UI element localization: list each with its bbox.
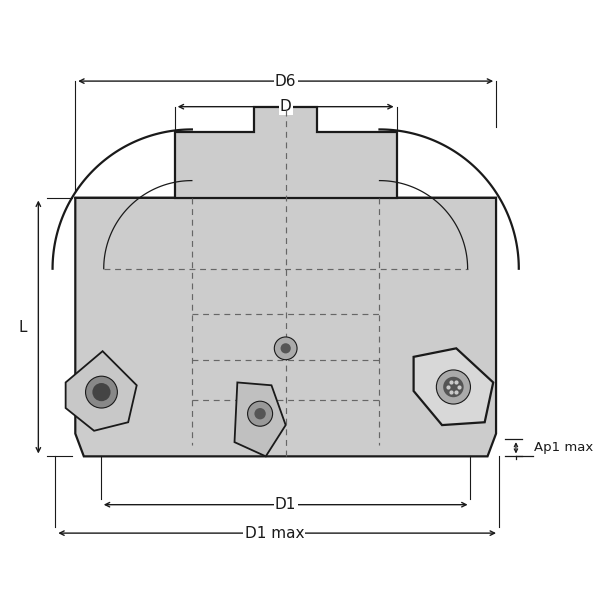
Circle shape [436,370,470,404]
Circle shape [274,337,297,360]
Circle shape [86,376,118,408]
Polygon shape [235,382,286,457]
Polygon shape [76,197,496,457]
Text: D6: D6 [275,74,296,89]
Polygon shape [413,349,493,425]
Circle shape [281,343,291,353]
Text: D1 max: D1 max [245,526,304,541]
Text: D: D [280,99,292,114]
Text: Ap1 max: Ap1 max [534,441,593,454]
Polygon shape [65,351,137,431]
Circle shape [248,401,272,426]
Polygon shape [175,107,397,197]
Circle shape [254,408,266,419]
Circle shape [92,383,110,401]
Circle shape [443,377,464,397]
Text: L: L [18,320,26,335]
Text: D1: D1 [275,497,296,512]
